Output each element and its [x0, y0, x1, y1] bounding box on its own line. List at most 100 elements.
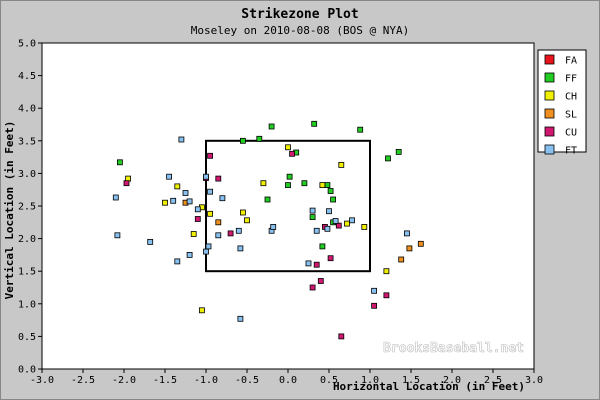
x-tick-label: 1.0 [361, 375, 379, 386]
x-tick-label: 0.5 [320, 375, 338, 386]
pitch-point-ch [174, 183, 181, 190]
pitch-point-ft [166, 173, 173, 180]
pitch-point-ft [203, 248, 209, 255]
pitch-point-ch [361, 223, 368, 230]
pitch-point-cu [309, 284, 316, 291]
pitch-point-ft [313, 227, 320, 234]
pitch-point-ft [203, 173, 209, 180]
x-tick-label: -3.0 [30, 375, 54, 386]
y-tick-label: 0.5 [18, 332, 36, 343]
pitch-point-ft [309, 207, 316, 214]
pitch-point-ft [237, 245, 244, 252]
pitch-point-ch [285, 144, 291, 151]
pitch-points [112, 120, 424, 340]
legend-swatch-sl [544, 108, 555, 119]
pitch-point-ft [270, 223, 277, 230]
y-tick-label: 0.0 [18, 365, 36, 376]
pitch-point-ff [311, 120, 318, 127]
pitch-point-ft [305, 260, 312, 267]
y-tick-label: 3.5 [18, 136, 36, 147]
pitch-point-ch [239, 209, 246, 216]
pitch-point-ft [207, 188, 214, 195]
pitch-point-ff [330, 196, 337, 203]
x-tick-label: 2.0 [443, 375, 461, 386]
pitch-point-cu [317, 278, 324, 284]
pitch-point-ch [383, 268, 390, 275]
y-tick-label: 2.0 [18, 234, 36, 245]
pitch-point-ff [264, 196, 271, 203]
pitch-point-ch [198, 307, 205, 314]
legend-label-ch: CH [565, 92, 577, 103]
legend-swatch-ff [544, 72, 555, 83]
pitch-point-ft [205, 243, 212, 250]
pitch-point-ff [286, 173, 293, 180]
pitch-point-cu [194, 216, 201, 222]
y-tick-label: 1.0 [18, 299, 36, 310]
pitch-point-ft [194, 206, 201, 213]
pitch-point-ch [319, 182, 326, 189]
pitch-point-sl [398, 256, 405, 263]
legend-label-ft: FT [565, 146, 577, 157]
legend-label-cu: CU [565, 128, 577, 139]
x-tick-label: 1.5 [402, 375, 420, 386]
pitch-point-ft [186, 198, 193, 205]
pitch-point-ft [326, 208, 332, 215]
pitch-point-ff [117, 159, 123, 166]
pitch-point-ff [268, 123, 275, 130]
pitch-point-ff [395, 148, 402, 155]
pitch-point-ch [244, 217, 250, 224]
pitch-point-cu [227, 230, 234, 237]
y-tick-label: 3.0 [18, 169, 36, 180]
pitch-point-ff [357, 126, 364, 133]
pitch-point-cu [215, 175, 222, 182]
pitch-point-cu [289, 150, 296, 157]
pitch-point-ft [114, 232, 121, 239]
pitch-point-cu [207, 152, 214, 159]
pitch-point-ft [215, 232, 222, 239]
pitch-point-ft [178, 136, 185, 143]
pitch-point-ch [338, 161, 345, 168]
pitch-point-sl [417, 240, 424, 247]
strike-zone [205, 139, 371, 273]
pitch-point-ft [186, 251, 193, 258]
pitch-point-ft [174, 258, 181, 265]
x-tick-label: -2.5 [71, 375, 95, 386]
pitch-point-cu [123, 180, 130, 187]
pitch-point-ch [207, 210, 214, 217]
pitch-point-ft [324, 225, 331, 232]
pitch-point-ft [112, 194, 119, 201]
pitch-point-ff [324, 182, 331, 189]
x-tick-label: -2.0 [112, 375, 136, 386]
pitch-point-ft [349, 217, 355, 224]
x-tick-label: 2.5 [484, 375, 502, 386]
y-axis-label: Vertical Location (in Feet) [3, 121, 16, 300]
axis-ticks: -3.0 -2.5 -2.0 -1.5 -1.0 -0.5 0.0 0.5 1.0 1.5 2.0 2… [18, 39, 543, 387]
pitch-point-ft [403, 230, 410, 237]
x-axis-label: Horizontal Location (in Feet) [333, 380, 525, 393]
legend-swatch-fa [544, 54, 555, 65]
y-tick-label: 1.5 [18, 267, 36, 278]
x-tick-label: -1.5 [153, 375, 177, 386]
x-tick-label: 0.0 [279, 375, 297, 386]
strike-zone-group [205, 139, 371, 273]
pitch-point-ft [237, 315, 244, 322]
y-tick-label: 2.5 [18, 202, 36, 213]
pitch-point-cu [383, 292, 390, 299]
pitch-point-ft [147, 238, 154, 245]
pitch-point-cu [335, 222, 342, 229]
watermark: BrooksBaseball.net [383, 341, 524, 356]
x-tick-label: -0.5 [235, 375, 259, 386]
pitch-point-ft [332, 218, 339, 224]
pitch-point-ft [235, 227, 242, 234]
pitch-point-cu [327, 255, 334, 262]
pitch-point-ft [182, 190, 189, 196]
pitch-point-ft [219, 195, 226, 202]
pitch-point-ft [170, 197, 177, 204]
legend-swatch-ft [544, 144, 555, 155]
pitch-point-ch [190, 231, 197, 237]
pitch-point-cu [313, 261, 320, 268]
pitch-point-ff [285, 182, 291, 189]
pitch-point-ch [162, 199, 168, 206]
pitch-point-sl [406, 245, 413, 252]
legend: FA FF CH SL CU FT [537, 49, 587, 157]
